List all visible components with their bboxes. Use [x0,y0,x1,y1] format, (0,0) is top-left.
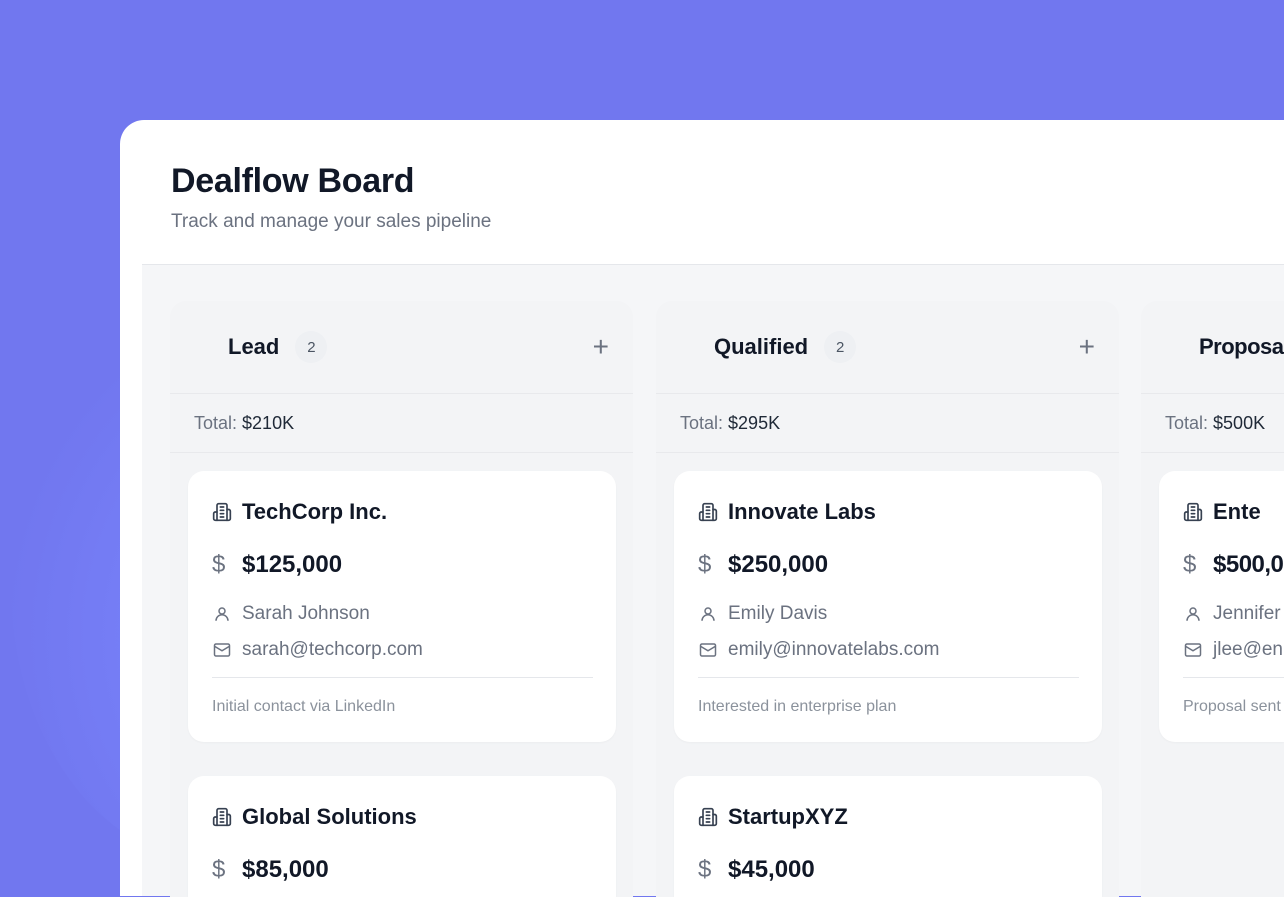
column-title: Qualified [714,334,809,359]
page-header: Dealflow Board Track and manage your sal… [171,162,491,233]
page-title: Dealflow Board [171,162,415,200]
user-icon [1183,603,1203,625]
deal-amount: $250,000 [728,551,829,578]
mail-icon [698,639,718,661]
column-total: Total: $210K [170,394,633,453]
column-title: Proposa [1199,334,1284,359]
plus-icon: + [592,331,609,362]
column-total: Total: $500K [1141,394,1284,453]
company-name: TechCorp Inc. [242,499,388,524]
deal-amount: $125,000 [242,551,343,578]
dollar-icon: $ [212,551,226,578]
column-title: Lead [228,334,280,359]
card-divider [1183,677,1284,678]
pipeline-column: Proposa Total: $500K Ente $ $500,0 Jennifer j… [1141,301,1284,897]
total-value: $210K [242,412,295,433]
deal-note: Proposal sent [1183,698,1281,715]
column-header: Qualified 2 + [656,301,1119,394]
deal-card[interactable]: Ente $ $500,0 Jennifer jlee@en Proposal sent [1159,471,1284,742]
add-deal-button[interactable]: + [593,331,609,363]
dollar-icon: $ [212,856,226,883]
mail-icon [1183,639,1203,661]
deal-card[interactable]: Global Solutions $ $85,000 [188,776,616,897]
deal-note: Interested in enterprise plan [698,698,897,715]
contact-email[interactable]: sarah@techcorp.com [242,639,423,660]
contact-name: Emily Davis [728,603,828,624]
dollar-icon: $ [698,856,712,883]
deal-card[interactable]: TechCorp Inc. $ $125,000 Sarah Johnson sarah… [188,471,616,742]
company-name: Innovate Labs [728,499,876,524]
dollar-icon: $ [1183,551,1197,578]
deal-amount: $500,0 [1213,551,1284,578]
company-name: Ente [1213,499,1261,524]
deal-card[interactable]: Innovate Labs $ $250,000 Emily Davis emily@i… [674,471,1102,742]
kanban-board: Lead 2 + Total: $210K TechCorp Inc. $ $125,… [142,264,1284,897]
pipeline-column: Qualified 2 + Total: $295K Innovate Labs $… [656,301,1119,897]
deal-note: Initial contact via LinkedIn [212,698,396,715]
contact-name: Jennifer [1213,603,1281,624]
building-icon [212,501,232,523]
total-label: Total: [680,412,724,433]
card-divider [698,677,1079,678]
dollar-icon: $ [698,551,712,578]
plus-icon: + [1078,331,1095,362]
company-name: Global Solutions [242,804,417,829]
app-window: Dealflow Board Track and manage your sal… [120,120,1284,897]
page-subtitle: Track and manage your sales pipeline [171,211,492,232]
contact-name: Sarah Johnson [242,603,370,624]
building-icon [698,806,718,828]
column-count-badge: 2 [824,331,857,363]
total-value: $295K [728,412,781,433]
user-icon [212,603,232,625]
user-icon [698,603,718,625]
deal-amount: $45,000 [728,856,815,883]
column-total: Total: $295K [656,394,1119,453]
building-icon [1183,501,1203,523]
contact-email[interactable]: jlee@en [1213,639,1283,660]
card-divider [212,677,593,678]
column-header: Proposa [1141,301,1284,394]
deal-amount: $85,000 [242,856,329,883]
building-icon [698,501,718,523]
total-label: Total: [1165,412,1209,433]
company-name: StartupXYZ [728,804,848,829]
column-count-badge: 2 [295,331,328,363]
total-value: $500K [1213,412,1266,433]
contact-email[interactable]: emily@innovatelabs.com [728,639,940,660]
deal-card[interactable]: StartupXYZ $ $45,000 [674,776,1102,897]
mail-icon [212,639,232,661]
total-label: Total: [194,412,238,433]
building-icon [212,806,232,828]
add-deal-button[interactable]: + [1079,331,1095,363]
column-header: Lead 2 + [170,301,633,394]
pipeline-column: Lead 2 + Total: $210K TechCorp Inc. $ $125,… [170,301,633,897]
